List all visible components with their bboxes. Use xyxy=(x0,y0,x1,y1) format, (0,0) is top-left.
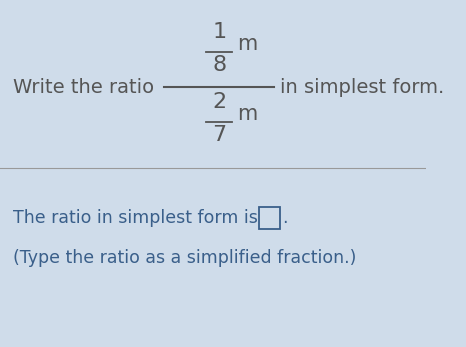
Text: 1: 1 xyxy=(212,22,226,42)
Text: 7: 7 xyxy=(212,125,226,145)
Text: m: m xyxy=(238,34,258,54)
Text: m: m xyxy=(238,104,258,124)
FancyBboxPatch shape xyxy=(260,207,280,229)
Text: Write the ratio: Write the ratio xyxy=(13,77,154,96)
Text: in simplest form.: in simplest form. xyxy=(280,77,444,96)
Text: 8: 8 xyxy=(212,55,226,75)
Text: 2: 2 xyxy=(212,92,226,112)
Text: (Type the ratio as a simplified fraction.): (Type the ratio as a simplified fraction… xyxy=(13,249,356,267)
Text: .: . xyxy=(282,209,288,227)
Text: The ratio in simplest form is: The ratio in simplest form is xyxy=(13,209,258,227)
